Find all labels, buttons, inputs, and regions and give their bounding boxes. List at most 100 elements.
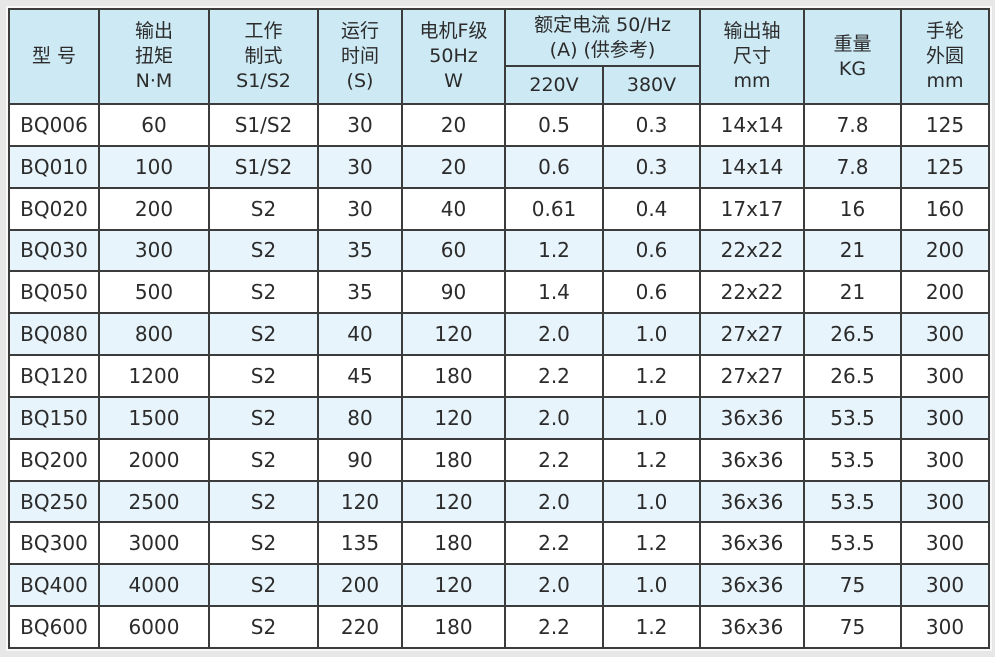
value-cell: 120	[401, 563, 506, 608]
value-cell: 36x36	[699, 479, 806, 524]
value-cell: 75	[803, 605, 903, 649]
header-weight-line: 重量	[833, 32, 872, 55]
value-cell: 36x36	[699, 563, 806, 608]
header-motor-line: 电机F级	[419, 20, 488, 43]
header-rated-current: 额定电流 50/Hz (A) (供参考)	[503, 8, 702, 67]
value-cell: 1200	[98, 354, 210, 398]
header-rated-current-line: (A) (供参考)	[549, 38, 656, 61]
value-cell: 6000	[98, 605, 210, 649]
value-cell: 36x36	[699, 437, 806, 482]
model-cell: BQ050	[8, 270, 100, 315]
model-cell: BQ150	[8, 395, 100, 440]
value-cell: 14x14	[699, 103, 806, 147]
header-runtime: 运行 时间 (S)	[317, 8, 403, 105]
model-cell: BQ200	[8, 437, 100, 482]
value-cell: 75	[803, 563, 903, 608]
model-cell: BQ020	[8, 186, 100, 231]
header-runtime-line: 运行	[340, 20, 379, 43]
value-cell: 53.5	[803, 521, 903, 566]
header-torque-line: 输出	[134, 20, 173, 43]
value-cell: 1500	[98, 395, 210, 440]
value-cell: 26.5	[803, 312, 903, 357]
value-cell: 135	[317, 521, 403, 566]
table-row: BQ006 60 S1/S2 30 20 0.5 0.3 14x14 7.8 125	[8, 103, 991, 147]
table-row: BQ600 6000 S2 220 180 2.2 1.2 36x36 75 300	[8, 605, 991, 649]
table-body: BQ006 60 S1/S2 30 20 0.5 0.3 14x14 7.8 125 BQ010 10…	[8, 103, 991, 649]
value-cell: 300	[98, 228, 210, 273]
value-cell: 180	[401, 354, 506, 398]
value-cell: 180	[401, 605, 506, 649]
table-row: BQ050 500 S2 35 90 1.4 0.6 22x22 21 200	[8, 270, 991, 315]
value-cell: 3000	[98, 521, 210, 566]
model-cell: BQ600	[8, 605, 100, 649]
value-cell: 125	[900, 103, 991, 147]
value-cell: 220	[317, 605, 403, 649]
value-cell: 2000	[98, 437, 210, 482]
header-handwheel-line: 外圆	[926, 45, 965, 68]
value-cell: 0.4	[601, 186, 702, 231]
value-cell: 300	[900, 605, 991, 649]
header-duty-line: 制式	[244, 45, 283, 68]
header-runtime-line: (S)	[346, 69, 374, 92]
value-cell: 120	[401, 479, 506, 524]
header-shaft-line: mm	[733, 69, 771, 92]
value-cell: 1.2	[504, 228, 604, 273]
value-cell: 300	[900, 563, 991, 608]
value-cell: 100	[98, 144, 210, 189]
value-cell: 300	[900, 521, 991, 566]
value-cell: 30	[317, 186, 403, 231]
value-cell: 200	[900, 228, 991, 273]
value-cell: 60	[401, 228, 506, 273]
value-cell: 0.6	[504, 144, 604, 189]
value-cell: 45	[317, 354, 403, 398]
value-cell: 1.4	[504, 270, 604, 315]
value-cell: 22x22	[699, 228, 806, 273]
model-cell: BQ120	[8, 354, 100, 398]
value-cell: 36x36	[699, 605, 806, 649]
table-header: 型 号 输出 扭矩 N·M 工作 制式 S1/S2 运行 时间 (S) 电	[8, 8, 991, 105]
value-cell: 2.2	[504, 521, 604, 566]
header-shaft-line: 尺寸	[733, 45, 772, 68]
value-cell: 2.2	[504, 354, 604, 398]
value-cell: S1/S2	[208, 144, 319, 189]
value-cell: 200	[900, 270, 991, 315]
value-cell: 0.6	[601, 270, 702, 315]
value-cell: 1.0	[601, 479, 702, 524]
table-row: BQ400 4000 S2 200 120 2.0 1.0 36x36 75 300	[8, 563, 991, 608]
value-cell: 2500	[98, 479, 210, 524]
value-cell: 300	[900, 437, 991, 482]
value-cell: 20	[401, 144, 506, 189]
value-cell: 53.5	[803, 437, 903, 482]
value-cell: S2	[208, 312, 319, 357]
value-cell: 16	[803, 186, 903, 231]
table-row: BQ250 2500 S2 120 120 2.0 1.0 36x36 53.5 300	[8, 479, 991, 524]
header-shaft: 输出轴 尺寸 mm	[699, 8, 806, 105]
header-220v: 220V	[504, 65, 604, 105]
value-cell: 120	[401, 312, 506, 357]
value-cell: 53.5	[803, 395, 903, 440]
table-row: BQ080 800 S2 40 120 2.0 1.0 27x27 26.5 300	[8, 312, 991, 357]
model-cell: BQ030	[8, 228, 100, 273]
model-cell: BQ080	[8, 312, 100, 357]
value-cell: 2.0	[504, 563, 604, 608]
value-cell: 80	[317, 395, 403, 440]
value-cell: 27x27	[699, 312, 806, 357]
header-handwheel-line: mm	[926, 69, 964, 92]
header-torque-line: 扭矩	[134, 45, 173, 68]
value-cell: S1/S2	[208, 103, 319, 147]
value-cell: 120	[401, 395, 506, 440]
table-row: BQ300 3000 S2 135 180 2.2 1.2 36x36 53.5 300	[8, 521, 991, 566]
header-torque-line: N·M	[135, 69, 173, 92]
value-cell: S2	[208, 270, 319, 315]
value-cell: 0.61	[504, 186, 604, 231]
header-duty-line: S1/S2	[236, 69, 291, 92]
header-handwheel-line: 手轮	[926, 20, 965, 43]
model-cell: BQ010	[8, 144, 100, 189]
spec-table-wrap: 型 号 输出 扭矩 N·M 工作 制式 S1/S2 运行 时间 (S) 电	[5, 6, 993, 651]
header-motor-line: 50Hz	[429, 45, 478, 68]
header-row-sub: 220V 380V	[9, 65, 989, 105]
value-cell: 90	[401, 270, 506, 315]
value-cell: 0.3	[601, 103, 702, 147]
value-cell: 200	[98, 186, 210, 231]
header-rated-current-line: 额定电流 50/Hz	[534, 13, 671, 36]
